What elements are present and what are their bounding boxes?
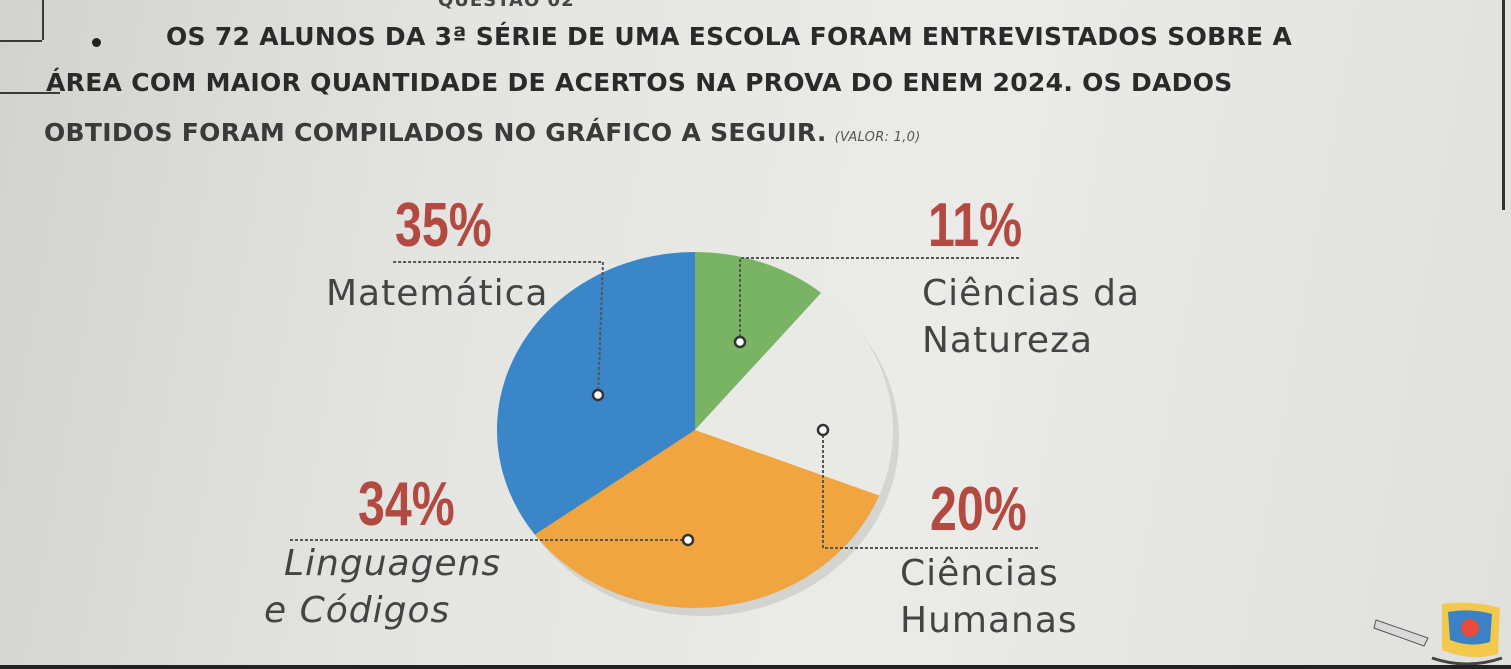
margin-rule	[0, 92, 60, 94]
page-edge-line	[1502, 0, 1505, 210]
slice-marker-linguagens	[681, 533, 695, 547]
category-label-natureza: Ciências da	[922, 273, 1140, 314]
pie-slice-linguagens	[534, 430, 880, 609]
margin-divider	[42, 0, 44, 40]
margin-rule	[0, 40, 42, 42]
slice-marker-natureza	[733, 335, 747, 349]
category-label-linguagens: e Códigos	[264, 590, 450, 631]
question-header: QUESTÃO 02	[438, 0, 575, 11]
pie-slice-natureza	[695, 252, 822, 430]
value-label-humanas: 20%	[930, 474, 1027, 543]
slice-marker-humanas	[816, 423, 830, 437]
category-label-humanas: Humanas	[900, 600, 1078, 641]
value-label-matematica: 35%	[395, 190, 492, 259]
question-line-3-text: OBTIDOS FORAM COMPILADOS NO GRÁFICO A SE…	[44, 118, 827, 147]
leader-line-humanas	[822, 430, 1038, 549]
value-label-natureza: 11%	[928, 190, 1022, 259]
category-label-natureza: Natureza	[922, 320, 1093, 361]
slice-marker-matematica	[591, 388, 605, 402]
leader-line-natureza	[739, 257, 1020, 342]
question-line-1: OS 72 ALUNOS DA 3ª SÉRIE DE UMA ESCOLA F…	[166, 22, 1293, 51]
question-value: (VALOR: 1,0)	[834, 130, 921, 145]
bullet-icon	[92, 38, 101, 47]
page-bottom-edge	[0, 665, 1511, 669]
question-line-2: ÁREA COM MAIOR QUANTIDADE DE ACERTOS NA …	[46, 68, 1233, 97]
category-label-humanas: Ciências	[900, 553, 1059, 594]
category-label-linguagens: Linguagens	[284, 543, 501, 584]
category-label-matematica: Matemática	[326, 273, 548, 314]
pie-slice-humanas	[695, 292, 893, 496]
school-logo	[1373, 602, 1503, 666]
value-label-linguagens: 34%	[358, 469, 455, 538]
question-line-3: OBTIDOS FORAM COMPILADOS NO GRÁFICO A SE…	[44, 118, 921, 147]
